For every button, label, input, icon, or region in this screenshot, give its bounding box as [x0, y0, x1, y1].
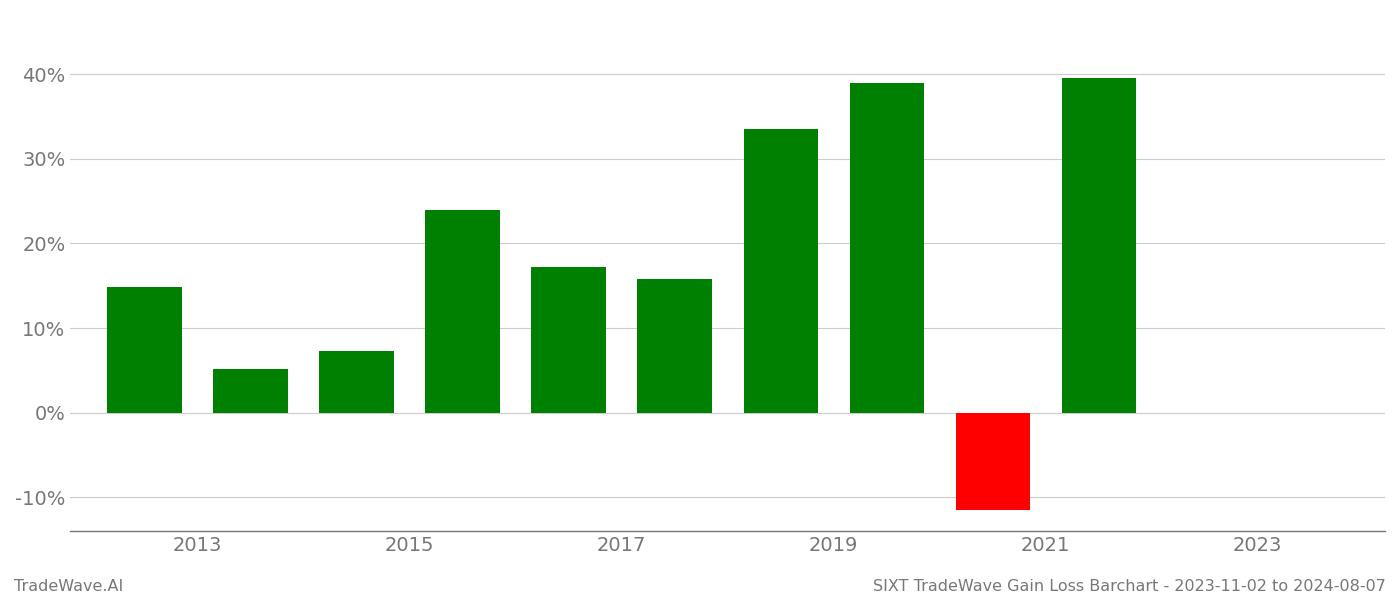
Bar [637, 279, 711, 413]
Bar [532, 267, 606, 413]
Bar [319, 351, 393, 413]
Text: SIXT TradeWave Gain Loss Barchart - 2023-11-02 to 2024-08-07: SIXT TradeWave Gain Loss Barchart - 2023… [874, 579, 1386, 594]
Text: TradeWave.AI: TradeWave.AI [14, 579, 123, 594]
Bar [108, 287, 182, 413]
Bar [426, 209, 500, 413]
Bar [213, 368, 287, 413]
Bar [850, 83, 924, 413]
Bar [743, 129, 818, 413]
Bar [956, 413, 1030, 510]
Bar [1061, 79, 1135, 413]
